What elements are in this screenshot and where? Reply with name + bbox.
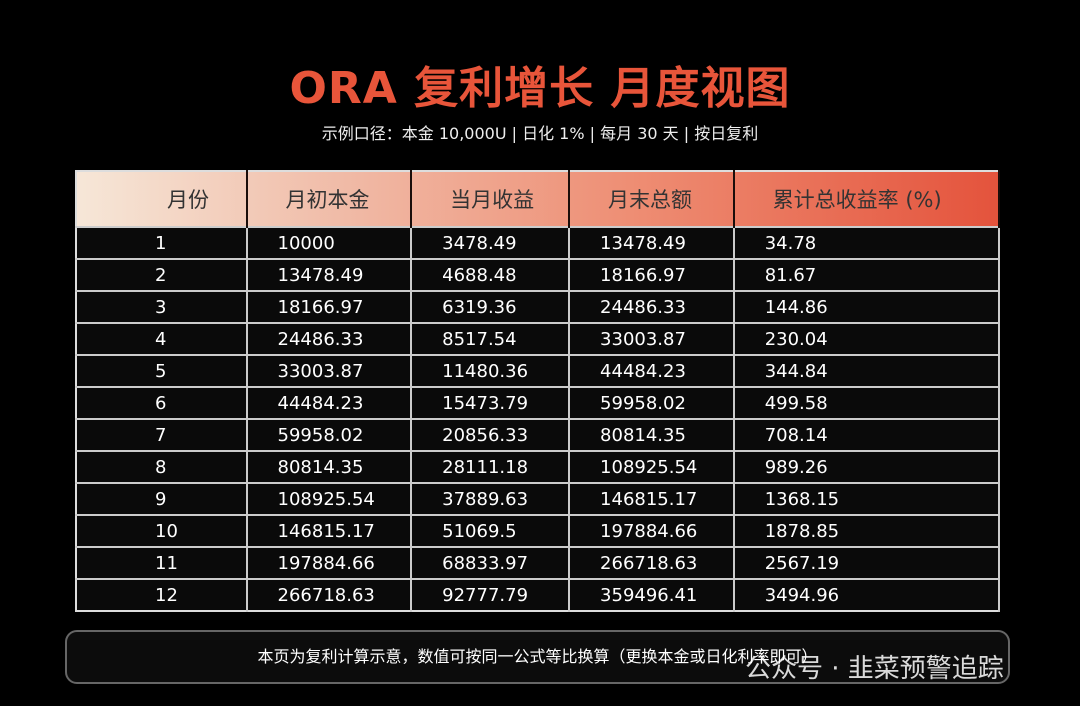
table-row: 5 33003.87 11480.36 44484.23 344.84: [76, 354, 1001, 387]
table-cell: 4688.48: [411, 258, 571, 291]
table-cell: 10000: [246, 226, 413, 259]
table-row: 7 59958.02 20856.33 80814.35 708.14: [76, 418, 1001, 451]
header-row: 月份 月初本金 当月收益 月末总额 累计总收益率 (%): [76, 171, 1001, 227]
table-row: 10 146815.17 51069.5 197884.66 1878.85: [76, 514, 1001, 547]
table-cell: 3478.49: [411, 226, 571, 259]
table-cell: 108925.54: [246, 482, 413, 515]
table-body: 1 10000 3478.49 13478.49 34.78 2 13478.49 4688.…: [76, 226, 1001, 611]
table-cell: 33003.87: [569, 322, 735, 355]
table-cell: 24486.33: [569, 290, 735, 323]
table-row: 3 18166.97 6319.36 24486.33 144.86: [76, 290, 1001, 323]
table-cell: 146815.17: [246, 514, 413, 547]
table-cell: 499.58: [733, 386, 1001, 419]
table-row: 9 108925.54 37889.63 146815.17 1368.15: [76, 482, 1001, 515]
table-cell: 230.04: [733, 322, 1001, 355]
table-cell: 10: [76, 514, 248, 547]
column-header: 月初本金: [246, 171, 413, 227]
table-cell: 197884.66: [569, 514, 735, 547]
column-header: 累计总收益率 (%): [733, 171, 1001, 227]
table-row: 6 44484.23 15473.79 59958.02 499.58: [76, 386, 1001, 419]
table-cell: 80814.35: [246, 450, 413, 483]
table-cell: 59958.02: [569, 386, 735, 419]
table-cell: 3494.96: [733, 578, 1001, 611]
watermark: 公众号 · 韭菜预警追踪: [745, 654, 1004, 684]
table-cell: 1878.85: [733, 514, 1001, 547]
table-cell: 33003.87: [246, 354, 413, 387]
table-cell: 4: [76, 322, 248, 355]
table-cell: 2567.19: [733, 546, 1001, 579]
table-cell: 18166.97: [246, 290, 413, 323]
table-cell: 81.67: [733, 258, 1001, 291]
table-cell: 44484.23: [569, 354, 735, 387]
footer-note: 本页为复利计算示意，数值可按同一公式等比换算（更换本金或日化利率即可）: [65, 630, 1010, 684]
table-cell: 108925.54: [569, 450, 735, 483]
table-row: 2 13478.49 4688.48 18166.97 81.67: [76, 258, 1001, 291]
table-cell: 68833.97: [411, 546, 571, 579]
table-cell: 1368.15: [733, 482, 1001, 515]
table-row: 11 197884.66 68833.97 266718.63 2567.19: [76, 546, 1001, 579]
table-cell: 359496.41: [569, 578, 735, 611]
table-cell: 6: [76, 386, 248, 419]
table-cell: 12: [76, 578, 248, 611]
column-header: 月份: [76, 171, 248, 227]
table-cell: 13478.49: [569, 226, 735, 259]
table-cell: 8517.54: [411, 322, 571, 355]
subtitle: 示例口径：本金 10,000U | 日化 1% | 每月 30 天 | 按日复利: [321, 124, 759, 143]
table-row: 8 80814.35 28111.18 108925.54 989.26: [76, 450, 1001, 483]
table-cell: 1: [76, 226, 248, 259]
table-cell: 5: [76, 354, 248, 387]
table-cell: 344.84: [733, 354, 1001, 387]
table-cell: 18166.97: [569, 258, 735, 291]
table-cell: 34.78: [733, 226, 1001, 259]
column-header: 月末总额: [569, 171, 735, 227]
table-cell: 144.86: [733, 290, 1001, 323]
table-cell: 6319.36: [411, 290, 571, 323]
table-cell: 28111.18: [411, 450, 571, 483]
table-cell: 266718.63: [246, 578, 413, 611]
table-row: 1 10000 3478.49 13478.49 34.78: [76, 226, 1001, 259]
table-cell: 51069.5: [411, 514, 571, 547]
table-cell: 3: [76, 290, 248, 323]
title: ORA 复利增长 月度视图: [289, 63, 791, 114]
table-cell: 9: [76, 482, 248, 515]
table-cell: 708.14: [733, 418, 1001, 451]
table-cell: 20856.33: [411, 418, 571, 451]
table-cell: 146815.17: [569, 482, 735, 515]
table-cell: 37889.63: [411, 482, 571, 515]
table-cell: 2: [76, 258, 248, 291]
table-cell: 989.26: [733, 450, 1001, 483]
table: 月份 月初本金 当月收益 月末总额 累计总收益率 (%) 1 10000 3478.49 13…: [75, 170, 1001, 612]
table-cell: 7: [76, 418, 248, 451]
table-cell: 59958.02: [246, 418, 413, 451]
table-cell: 8: [76, 450, 248, 483]
table-cell: 15473.79: [411, 386, 571, 419]
table-row: 4 24486.33 8517.54 33003.87 230.04: [76, 322, 1001, 355]
table-cell: 80814.35: [569, 418, 735, 451]
table-cell: 197884.66: [246, 546, 413, 579]
table-cell: 266718.63: [569, 546, 735, 579]
table-cell: 24486.33: [246, 322, 413, 355]
table-cell: 13478.49: [246, 258, 413, 291]
column-header: 当月收益: [411, 171, 571, 227]
table-cell: 44484.23: [246, 386, 413, 419]
table-cell: 11480.36: [411, 354, 571, 387]
table-cell: 11: [76, 546, 248, 579]
table-cell: 92777.79: [411, 578, 571, 611]
table-row: 12 266718.63 92777.79 359496.41 3494.96: [76, 578, 1001, 611]
